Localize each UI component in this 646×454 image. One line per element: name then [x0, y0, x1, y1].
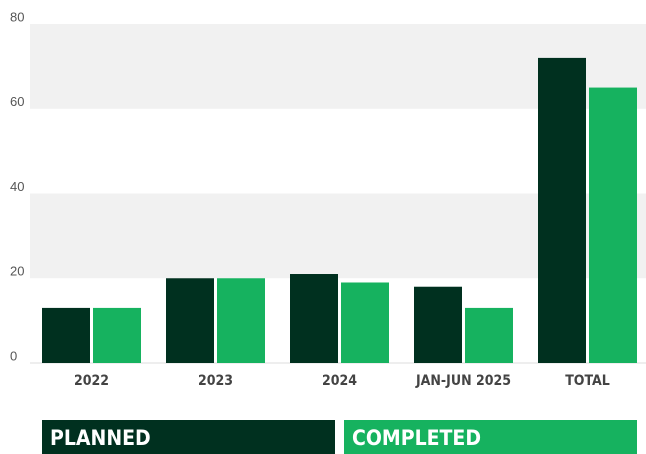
legend-swatch [344, 420, 637, 454]
x-tick-label: 2024 [322, 373, 357, 389]
y-tick-label: 60 [10, 94, 24, 109]
x-tick-label: 2023 [198, 373, 233, 389]
bar [93, 307, 141, 363]
bar [42, 307, 90, 363]
bar [166, 278, 214, 363]
y-tick-label: 0 [10, 348, 17, 363]
bar [414, 286, 462, 363]
x-tick-label: TOTAL [565, 373, 610, 389]
bar [589, 87, 637, 363]
bar [290, 274, 338, 363]
x-tick-label: JAN-JUN 2025 [415, 373, 511, 389]
y-tick-label: 20 [10, 264, 24, 279]
bar [217, 278, 265, 363]
legend-swatch [42, 420, 335, 454]
y-tick-label: 80 [10, 9, 24, 24]
x-tick-label: 2022 [74, 373, 109, 389]
bar [341, 282, 389, 363]
bar [465, 307, 513, 363]
legend-label: COMPLETED [352, 426, 481, 450]
bar [538, 57, 586, 364]
y-tick-label: 40 [10, 179, 24, 194]
legend-label: PLANNED [50, 426, 151, 450]
